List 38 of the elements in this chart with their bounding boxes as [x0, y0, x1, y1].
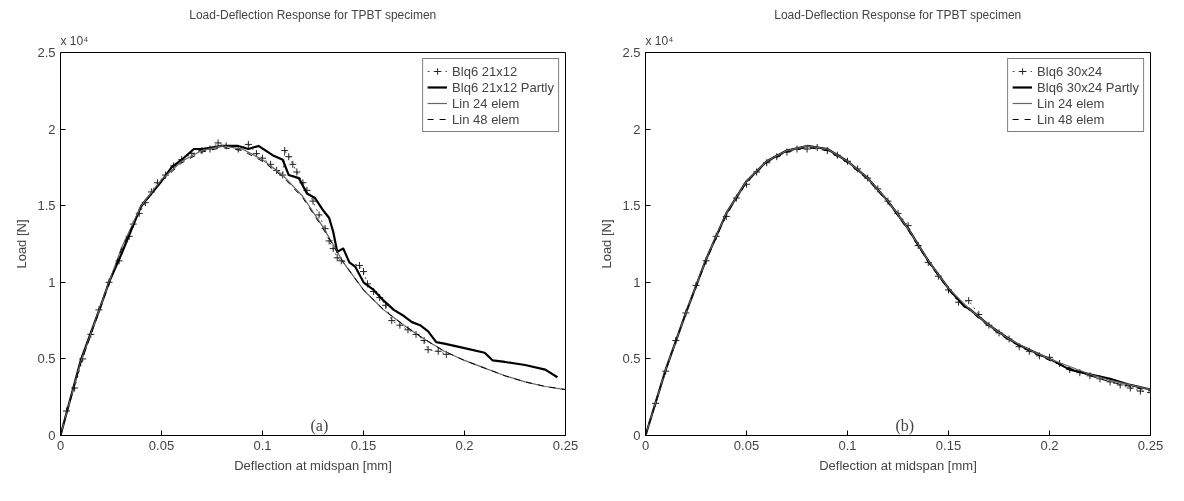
legend-label: Blq6 30x24 Partly [1037, 79, 1139, 95]
x-tick-label: 0.05 [733, 437, 760, 453]
legend-label: Blq6 30x24 [1037, 63, 1103, 79]
legend-label: Lin 48 elem [1037, 111, 1105, 127]
y-axis-title: Load [N] [599, 219, 615, 269]
x-tick-label: 0.15 [935, 437, 962, 453]
y-tick-label: 1.5 [622, 198, 641, 214]
legend-label: Lin 48 elem [452, 111, 520, 127]
x-tick-label: 0.2 [1040, 437, 1059, 453]
chart-title: Load-Deflection Response for TPBT specimen [189, 7, 437, 22]
legend-label: Blq6 21x12 Partly [452, 79, 554, 95]
y-tick-label: 2.5 [37, 45, 56, 60]
x-axis-title: Deflection at midspan [mm] [819, 457, 977, 473]
chart-title: Load-Deflection Response for TPBT specimen [774, 7, 1022, 22]
y-axis-title: Load [N] [14, 219, 30, 269]
y-tick-label: 2.5 [622, 45, 641, 60]
y-tick-label: 1 [48, 274, 56, 290]
x-tick-label: 0.05 [148, 437, 175, 453]
y-tick-label: 1.5 [37, 198, 56, 214]
x-tick-label: 0.25 [1137, 437, 1164, 453]
annotation: (a) [310, 416, 329, 435]
legend-label: Lin 24 elem [1037, 95, 1105, 111]
x-tick-label: 0.1 [253, 437, 272, 453]
legend-label: Blq6 21x12 [452, 63, 518, 79]
text: x 10⁴ [645, 33, 674, 48]
x-tick-label: 0.2 [455, 437, 474, 453]
y-tick-label: 2 [633, 121, 641, 137]
y-tick-label: 1 [633, 274, 641, 290]
legend-label: Lin 24 elem [452, 95, 520, 111]
y-tick-label: 0.5 [37, 351, 56, 367]
y-tick-label: 0.5 [622, 351, 641, 367]
x-axis-title: Deflection at midspan [mm] [234, 457, 392, 473]
x-tick-label: 0.1 [838, 437, 857, 453]
text: x 10⁴ [60, 33, 89, 48]
x-tick-label: 0.25 [552, 437, 579, 453]
x-tick-label: 0.15 [350, 437, 377, 453]
annotation: (b) [895, 416, 915, 435]
y-tick-label: 2 [48, 121, 56, 137]
